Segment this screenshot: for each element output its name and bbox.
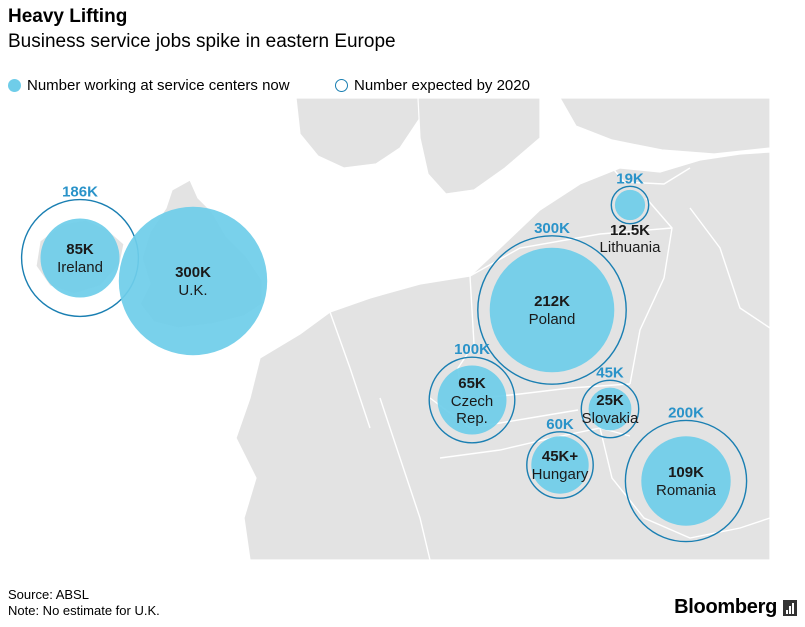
expected-ring-poland	[477, 235, 627, 385]
expected-ring-hungary	[526, 431, 594, 499]
current-bubble-hungary	[531, 436, 589, 494]
brand-name: Bloomberg	[674, 596, 777, 618]
current-bubble-czech-rep	[437, 365, 507, 435]
legend-item-current: Number working at service centers now	[8, 77, 290, 94]
expected-label-romania: 200K	[668, 404, 704, 421]
chart-title: Heavy Lifting	[8, 6, 128, 27]
footnote: Note: No estimate for U.K.	[8, 603, 160, 618]
country-label-ireland: Ireland	[57, 259, 103, 276]
country-label-hungary: Hungary	[532, 466, 589, 483]
expected-label-ireland: 186K	[62, 184, 98, 201]
source-note: Source: ABSL	[8, 587, 89, 602]
current-label-romania: 109K	[668, 464, 704, 481]
expected-label-slovakia: 45K	[596, 364, 624, 381]
land-baltic-north	[559, 98, 770, 155]
expected-label-poland: 300K	[534, 220, 570, 237]
brand-logo: Bloomberg	[674, 596, 797, 619]
current-label-u-k: 300K	[175, 264, 211, 281]
footer: Source: ABSL Note: No estimate for U.K.	[8, 587, 160, 619]
country-label-poland: Poland	[529, 311, 576, 328]
expected-ring-romania	[624, 419, 748, 543]
current-bubble-slovakia	[588, 387, 632, 431]
land-continent	[235, 151, 770, 560]
expected-label-czech-rep: 100K	[454, 341, 490, 358]
chart-subtitle: Business service jobs spike in eastern E…	[8, 31, 396, 52]
legend-item-expected: Number expected by 2020	[335, 77, 530, 94]
current-label-lithuania: 12.5K	[610, 222, 650, 239]
country-label-czech-rep-0: Czech	[451, 393, 494, 410]
expected-ring-slovakia	[580, 379, 640, 439]
current-label-czech-rep: 65K	[458, 375, 486, 392]
expected-label-hungary: 60K	[546, 416, 574, 433]
land-scandinavia	[295, 98, 421, 169]
ring-circle-icon	[335, 79, 348, 92]
land-sweden-south	[417, 98, 541, 195]
current-bubble-ireland	[40, 218, 120, 298]
country-label-romania: Romania	[656, 482, 717, 499]
country-label-czech-rep-1: Rep.	[456, 410, 488, 427]
current-bubble-lithuania	[614, 189, 646, 221]
filled-circle-icon	[8, 79, 21, 92]
legend-label-current: Number working at service centers now	[27, 77, 290, 94]
current-bubble-romania	[641, 436, 731, 526]
bloomberg-chart-icon	[783, 599, 797, 616]
expected-ring-czech-rep	[428, 356, 516, 444]
current-label-poland: 212K	[534, 293, 570, 310]
current-label-slovakia: 25K	[596, 392, 624, 409]
expected-label-lithuania: 19K	[616, 170, 644, 187]
current-bubble-poland	[489, 247, 615, 373]
current-label-hungary: 45K+	[542, 448, 579, 465]
legend-label-expected: Number expected by 2020	[354, 77, 530, 94]
country-label-u-k: U.K.	[178, 282, 207, 299]
expected-ring-lithuania	[610, 185, 650, 225]
country-label-slovakia: Slovakia	[582, 410, 639, 427]
current-bubble-u-k	[118, 206, 268, 356]
country-label-lithuania: Lithuania	[600, 239, 662, 256]
current-label-ireland: 85K	[66, 241, 94, 258]
border-layer	[329, 147, 770, 560]
